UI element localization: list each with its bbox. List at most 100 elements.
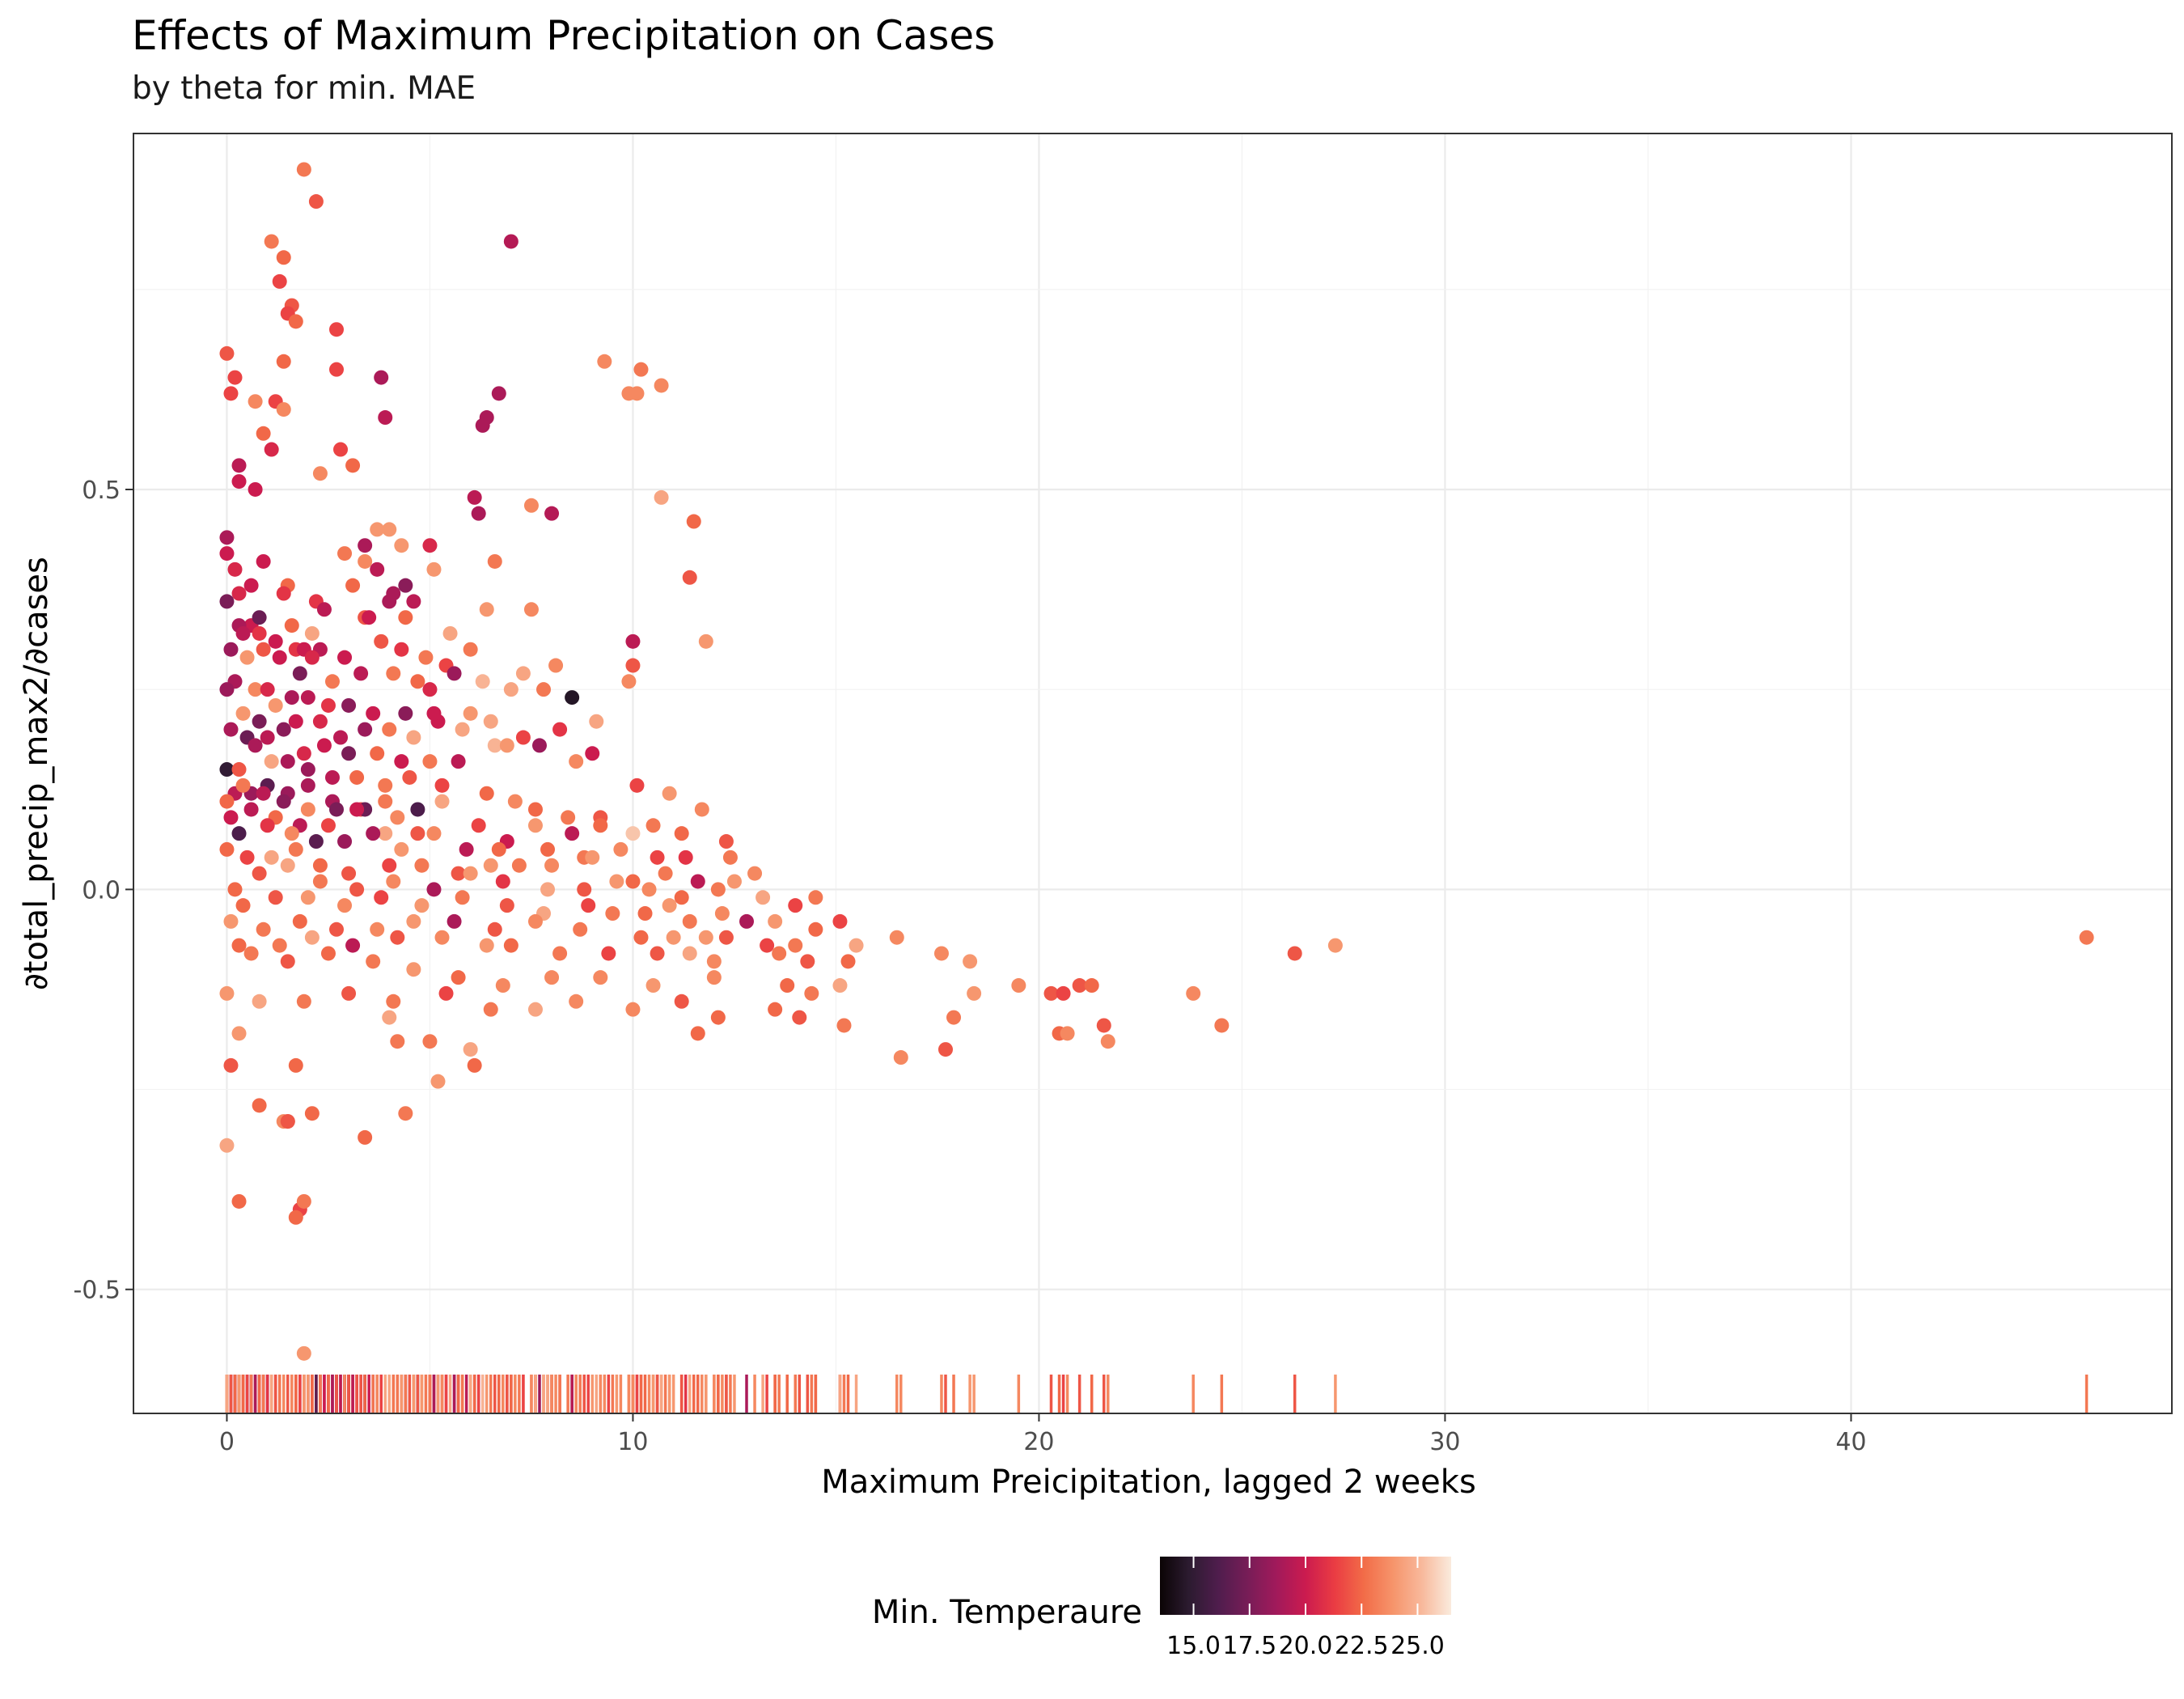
data-point [1186,985,1201,1001]
data-point [248,682,263,697]
data-point [515,666,531,681]
data-point [792,1010,807,1025]
data-point [398,705,413,721]
data-point [1084,978,1099,994]
data-point [682,913,697,929]
data-point [276,354,291,369]
data-point [698,633,713,649]
data-point [840,954,856,969]
data-point [706,970,722,985]
data-point [345,938,361,953]
data-point [410,674,425,689]
data-point [223,913,239,929]
data-point [434,930,450,945]
data-point [479,938,494,953]
data-point [231,1193,247,1209]
data-point [678,850,693,865]
data-point [491,841,506,857]
data-point [674,826,689,841]
data-point [288,314,303,329]
data-point [231,826,247,841]
data-point [219,794,235,809]
data-point [585,850,600,865]
data-point [475,674,490,689]
data-point [963,954,978,969]
data-point [849,938,864,953]
data-point [324,674,340,689]
data-point [434,777,450,793]
data-point [426,561,442,577]
data-point [390,1034,405,1049]
data-point [304,1106,320,1121]
data-point [418,650,434,665]
data-point [219,345,235,361]
data-point [231,586,247,601]
data-point [1060,1026,1075,1041]
data-point [390,930,405,945]
data-point [378,777,393,793]
x-tick-label: 30 [1429,1428,1460,1456]
data-point [601,946,616,961]
data-point [637,906,653,922]
data-point [219,841,235,857]
data-point [1327,938,1343,953]
data-point [272,273,287,289]
data-point [593,970,608,985]
data-point [300,890,315,905]
data-point [252,994,267,1009]
data-point [442,625,458,641]
data-point [430,1074,446,1089]
data-point [296,746,311,761]
data-point [565,690,580,705]
data-point [674,890,689,905]
legend-tick-label: 15.0 [1166,1632,1221,1660]
data-point [760,938,775,953]
data-point [633,362,649,377]
chart-subtitle: by theta for min. MAE [132,70,476,107]
data-point [264,754,279,769]
data-point [358,538,373,553]
data-point [378,794,393,809]
legend-tick-label: 25.0 [1390,1632,1445,1660]
data-point [382,1010,397,1025]
data-point [358,553,373,569]
data-point [260,730,275,745]
data-point [726,874,742,889]
data-point [341,985,357,1001]
data-point [625,874,641,889]
data-point [316,738,332,753]
data-point [386,874,401,889]
data-point [718,834,734,850]
data-point [284,690,299,705]
data-point [2079,930,2094,945]
data-point [1072,978,1087,994]
data-point [394,538,409,553]
data-point [808,922,823,937]
data-point [527,802,543,817]
data-point [625,826,641,841]
data-point [223,386,239,401]
data-point [276,794,291,809]
data-point [243,578,259,593]
data-point [682,946,697,961]
data-point [455,722,470,737]
x-tick-label: 10 [617,1428,648,1456]
data-point [593,818,608,833]
data-point [426,882,442,897]
data-point [300,762,315,777]
data-point [710,882,726,897]
data-point [362,610,377,625]
legend-title: Min. Temperaure [872,1594,1142,1631]
data-point [536,682,552,697]
data-point [788,898,803,913]
data-point [658,866,673,881]
y-axis-label: ∂total_precip_max2/∂cases [18,557,55,990]
data-point [304,650,320,665]
data-point [654,378,669,393]
data-point [256,553,271,569]
data-point [544,970,560,985]
data-point [682,570,697,585]
data-point [386,666,401,681]
data-point [324,769,340,785]
